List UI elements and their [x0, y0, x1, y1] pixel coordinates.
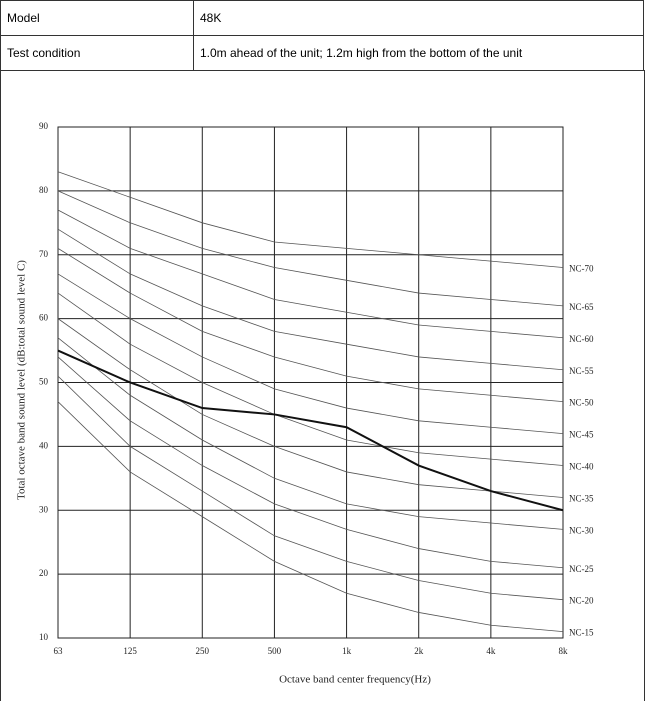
- nc-curve: [57, 337, 564, 530]
- nc-label: NC-55: [569, 366, 594, 376]
- nc-label: NC-20: [569, 596, 594, 606]
- nc-label: NC-35: [569, 494, 594, 504]
- y-tick-label: 30: [39, 504, 49, 514]
- y-tick-label: 70: [39, 249, 49, 259]
- cell: 48K: [193, 0, 644, 36]
- nc-curve: [57, 248, 564, 403]
- x-tick-label: 125: [123, 646, 137, 656]
- measured-line: [57, 349, 564, 512]
- nc-curve: [57, 190, 564, 307]
- x-tick-label: 8k: [559, 646, 569, 656]
- nc-label: NC-60: [569, 334, 594, 344]
- nc-curve: [57, 318, 564, 498]
- x-tick-label: 63: [54, 646, 64, 656]
- x-tick-label: 500: [268, 646, 282, 656]
- nc-label: NC-45: [569, 430, 594, 440]
- nc-label: NC-65: [569, 302, 594, 312]
- x-tick-label: 2k: [414, 646, 424, 656]
- nc-curve: [57, 273, 564, 434]
- nc-curve: [57, 171, 564, 268]
- nc-curve: [57, 209, 564, 339]
- nc-label: NC-40: [569, 462, 594, 472]
- y-tick-label: 50: [39, 377, 49, 387]
- y-tick-label: 90: [39, 121, 49, 131]
- x-tick-label: 4k: [486, 646, 496, 656]
- y-tick-label: 10: [39, 632, 49, 642]
- y-tick-label: 80: [39, 185, 49, 195]
- y-tick-label: 40: [39, 440, 49, 450]
- table-row: Model 48K: [0, 0, 644, 36]
- nc-label: NC-15: [569, 628, 594, 638]
- chart-cell: [0, 70, 645, 701]
- nc-curve: [57, 401, 564, 633]
- nc-curve: [57, 375, 564, 601]
- x-tick-label: 250: [196, 646, 210, 656]
- y-tick-label: 20: [39, 568, 49, 578]
- nc-label: NC-50: [569, 398, 594, 408]
- x-axis-label: Octave band center frequency(Hz): [279, 674, 431, 686]
- nc-label: NC-25: [569, 564, 594, 574]
- nc-curve: [57, 228, 564, 371]
- y-axis-label: Total octave band sound level (dB:total …: [16, 260, 28, 500]
- nc-curve: [57, 292, 564, 466]
- nc-label: NC-70: [569, 264, 594, 274]
- cell: Model: [0, 0, 194, 36]
- cell: 1.0m ahead of the unit; 1.2m high from t…: [193, 35, 644, 71]
- table-row: Test condition 1.0m ahead of the unit; 1…: [0, 35, 644, 71]
- y-tick-label: 60: [39, 313, 49, 323]
- nc-curve: [57, 356, 564, 569]
- nc-label: NC-30: [569, 525, 594, 535]
- x-tick-label: 1k: [342, 646, 352, 656]
- info-table: Model 48K Test condition 1.0m ahead of t…: [0, 0, 644, 71]
